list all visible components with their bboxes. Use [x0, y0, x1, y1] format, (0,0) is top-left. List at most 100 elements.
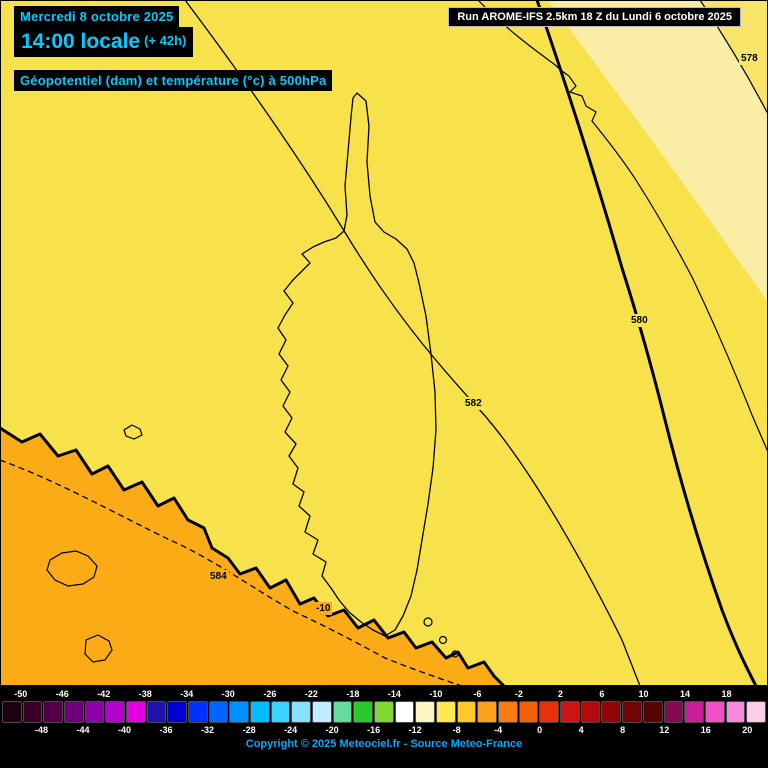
colorbar-label--48: -48	[34, 725, 49, 735]
colorbar-cell--28	[250, 701, 270, 723]
contour-580-line	[535, 0, 758, 686]
colorbar-label--12: -12	[408, 725, 422, 735]
colorbar-label--34: -34	[180, 689, 194, 699]
forecast-offset-text: (+ 42h)	[144, 33, 187, 48]
colorbar-label--50: -50	[14, 689, 28, 699]
island-outline	[46, 550, 98, 587]
colorbar-cell--46	[64, 701, 84, 723]
isotherm-minus10-line	[0, 459, 463, 686]
colorbar-label--14: -14	[387, 689, 401, 699]
colorbar-cell--20	[332, 701, 353, 723]
colorbar-cell--8	[456, 701, 477, 723]
colorbar-cell--26	[270, 701, 291, 723]
colorbar-label--20: -20	[325, 725, 339, 735]
colorbar-label--6: -6	[473, 689, 482, 699]
colorbar-label--22: -22	[304, 689, 318, 699]
colorbar-cell-0	[539, 701, 560, 723]
date-label: Mercredi 8 octobre 2025	[14, 6, 180, 27]
colorbar-label--42: -42	[97, 689, 111, 699]
colorbar-cell--18	[353, 701, 374, 723]
contour-label-584: 584	[208, 570, 229, 583]
colorbar-label-4: 4	[578, 725, 584, 735]
colorbar-label--38: -38	[138, 689, 152, 699]
corsica-coastline	[277, 92, 437, 637]
band-orange-region	[0, 428, 504, 686]
colorbar-bottom-labels: -48 -44 -40 -36 -32 -28 -24 -20 -16 -12 -8 -4 0 4 8 12 1…	[0, 724, 768, 736]
colorbar-label--24: -24	[284, 725, 298, 735]
colorbar-cell-2	[560, 701, 580, 723]
valid-time-text: 14:00 locale	[21, 30, 141, 53]
colorbar-cell--48	[43, 701, 64, 723]
colorbar-label--4: -4	[494, 725, 503, 735]
contour-584-line	[0, 426, 506, 686]
colorbar-label-16: 16	[700, 725, 711, 735]
colorbar: -50 -46 -42 -38 -34 -30 -26 -22 -18 -14 -10 -6 -2 2 6 1…	[0, 686, 768, 768]
colorbar-label--18: -18	[346, 689, 360, 699]
island-outline	[84, 634, 113, 663]
colorbar-cell--10	[436, 701, 456, 723]
colorbar-cell-14	[684, 701, 704, 723]
contour-582-line	[184, 0, 641, 686]
colorbar-cell-4	[580, 701, 601, 723]
colorbar-cell--14	[394, 701, 415, 723]
colorbar-label--26: -26	[263, 689, 277, 699]
band-light-region	[548, 0, 768, 302]
colorbar-cell-6	[601, 701, 622, 723]
colorbar-cell--52	[2, 701, 22, 723]
colorbar-cell--22	[312, 701, 332, 723]
colorbar-cells	[0, 701, 768, 723]
colorbar-label--46: -46	[55, 689, 69, 699]
colorbar-label-20: 20	[742, 725, 753, 735]
colorbar-label-6: 6	[599, 689, 605, 699]
colorbar-cell--50	[22, 701, 43, 723]
colorbar-label-14: 14	[679, 689, 690, 699]
island-outline	[123, 424, 143, 440]
colorbar-cell--36	[167, 701, 188, 723]
colorbar-cell--44	[84, 701, 105, 723]
islet-outline	[451, 650, 459, 658]
contour-label-578: 578	[739, 52, 760, 65]
colorbar-label-0: 0	[537, 725, 543, 735]
islet-outline	[423, 617, 433, 627]
colorbar-cell--38	[146, 701, 167, 723]
colorbar-label--2: -2	[514, 689, 523, 699]
colorbar-label-12: 12	[659, 725, 670, 735]
field-description-label: Géopotentiel (dam) et température (°c) à…	[14, 70, 333, 91]
colorbar-cell-20	[746, 701, 766, 723]
colorbar-cell-18	[725, 701, 746, 723]
colorbar-cell--4	[498, 701, 518, 723]
weather-map-canvas	[0, 0, 768, 686]
colorbar-cell-10	[642, 701, 663, 723]
colorbar-cell-12	[663, 701, 684, 723]
valid-time-label: 14:00 locale (+ 42h)	[14, 27, 194, 57]
colorbar-label--16: -16	[367, 725, 381, 735]
colorbar-label--44: -44	[76, 725, 90, 735]
colorbar-label--32: -32	[201, 725, 215, 735]
contour-label-582: 582	[463, 397, 484, 410]
colorbar-cell--2	[518, 701, 539, 723]
italy-coastline	[477, 0, 768, 453]
colorbar-label--30: -30	[221, 689, 235, 699]
colorbar-cell--12	[415, 701, 436, 723]
colorbar-top-labels: -50 -46 -42 -38 -34 -30 -26 -22 -18 -14 -10 -6 -2 2 6 1…	[0, 688, 768, 700]
colorbar-cell--16	[374, 701, 394, 723]
map-area: Mercredi 8 octobre 2025 14:00 locale (+ 4…	[0, 0, 768, 686]
colorbar-cell--30	[229, 701, 250, 723]
colorbar-label--28: -28	[242, 725, 256, 735]
colorbar-label--8: -8	[452, 725, 461, 735]
colorbar-cell--42	[105, 701, 126, 723]
colorbar-cell--24	[291, 701, 312, 723]
colorbar-label-18: 18	[721, 689, 732, 699]
colorbar-cell-8	[622, 701, 642, 723]
colorbar-cell--40	[126, 701, 146, 723]
islet-outline	[438, 635, 448, 645]
contour-label--10: -10	[314, 602, 333, 615]
colorbar-label--36: -36	[159, 725, 173, 735]
colorbar-label-10: 10	[638, 689, 649, 699]
model-run-info-box: Run AROME-IFS 2.5km 18 Z du Lundi 6 octo…	[448, 7, 741, 27]
colorbar-label-8: 8	[620, 725, 626, 735]
colorbar-cell--34	[188, 701, 208, 723]
colorbar-label-2: 2	[557, 689, 563, 699]
copyright-text: Copyright © 2025 Meteociel.fr - Source M…	[245, 738, 523, 750]
